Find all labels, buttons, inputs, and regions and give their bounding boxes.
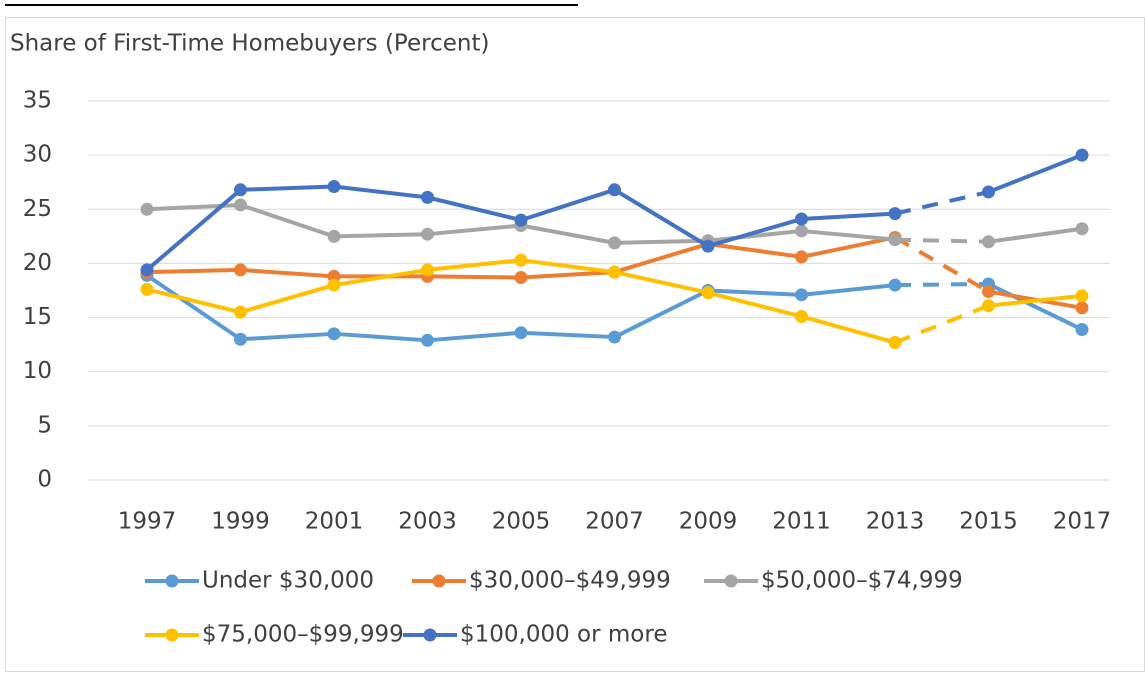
marker [701,286,715,300]
marker [514,213,528,227]
dashed-line [894,303,990,345]
dashed-line [894,190,989,216]
legend-label: $30,000–$49,999 [469,568,671,594]
x-tick-label: 2009 [679,509,738,535]
marker [327,180,341,194]
legend-marker [423,628,437,642]
marker [421,263,434,277]
y-tick-label: 5 [37,412,52,438]
marker [1075,289,1089,303]
marker [888,278,902,292]
x-tick-label: 2001 [305,509,364,535]
y-tick-label: 20 [23,250,52,276]
legend-label: $50,000–$74,999 [761,568,963,594]
marker [1075,222,1089,236]
y-tick-label: 15 [23,304,52,330]
marker [421,227,434,241]
marker [982,235,995,249]
marker [795,309,808,323]
marker [888,335,902,349]
x-tick-label: 2015 [959,509,1018,535]
marker [795,250,808,264]
marker [234,305,247,319]
x-tick-label: 2005 [492,509,551,535]
marker [701,239,715,253]
x-tick-label: 2007 [585,509,644,535]
legend-marker [432,574,446,588]
x-tick-label: 2017 [1053,509,1112,535]
marker [327,327,341,341]
marker [608,265,621,279]
marker [1075,301,1089,315]
marker [608,236,621,250]
marker [234,263,247,277]
y-tick-label: 0 [37,467,52,493]
x-tick-label: 2011 [772,509,831,535]
marker [1075,148,1089,162]
legend-marker [165,628,179,642]
chart-title: Share of First-Time Homebuyers (Percent) [10,31,489,57]
marker [982,299,995,313]
dashed-line [893,235,990,294]
marker [514,326,528,340]
marker [888,207,902,221]
line [987,282,1083,332]
x-tick-label: 2003 [398,509,457,535]
dashed-line [894,282,989,288]
dashed-line [894,237,989,244]
marker [421,333,434,347]
marker [514,271,528,285]
line [987,153,1083,194]
legend-label: $100,000 or more [460,622,667,648]
legend-label: $75,000–$99,999 [202,622,404,648]
marker [234,332,247,346]
marker [327,278,341,292]
marker [608,183,621,197]
marker [140,202,154,216]
marker [982,285,995,299]
marker [421,190,434,204]
legend-marker [724,574,738,588]
legend-label: Under $30,000 [202,568,374,594]
line [988,226,1083,244]
marker [327,229,341,243]
y-tick-label: 35 [23,88,52,114]
line [988,293,1083,308]
y-tick-label: 30 [23,142,52,168]
x-tick-label: 1999 [211,509,270,535]
legend-marker [165,574,179,588]
marker [234,183,247,197]
y-tick-label: 10 [23,358,52,384]
x-tick-label: 2013 [866,509,925,535]
marker [795,212,808,226]
x-tick-label: 1997 [118,509,177,535]
y-tick-label: 25 [23,196,52,222]
marker [795,224,808,238]
marker [795,288,808,302]
marker [140,263,154,277]
marker [888,233,902,247]
marker [514,253,528,267]
marker [140,282,154,296]
marker [234,198,247,212]
marker [1075,322,1089,336]
marker [608,330,621,344]
marker [982,185,995,199]
